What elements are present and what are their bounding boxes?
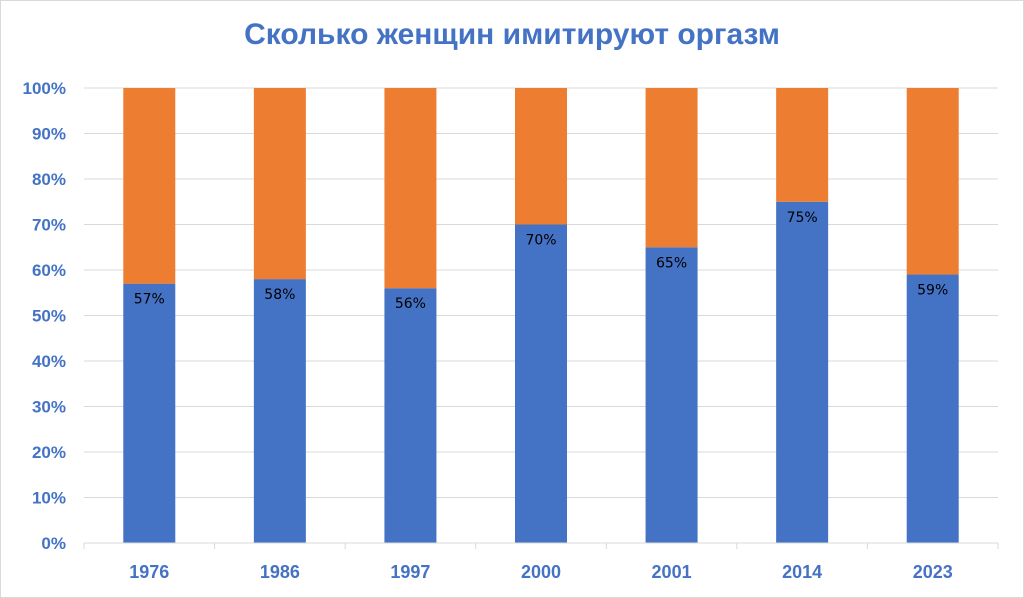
bar-segment-lower <box>776 201 829 543</box>
x-axis: 1976 1986 1997 2000 2001 2014 2023 <box>83 542 999 582</box>
data-label: 57% <box>134 292 165 308</box>
data-label: 75% <box>787 210 818 226</box>
y-tick-label: 0% <box>41 534 66 553</box>
x-tick-label: 2001 <box>652 562 692 582</box>
bars <box>123 88 959 543</box>
y-tick-label: 10% <box>32 489 66 508</box>
x-tick-label: 2023 <box>913 562 953 582</box>
bar-segment-lower <box>253 279 306 543</box>
x-tick-label: 1997 <box>390 562 430 582</box>
chart-title: Сколько женщин имитируют оргазм <box>244 18 780 51</box>
bar-segment-upper <box>515 88 567 225</box>
data-label: 65% <box>656 255 687 271</box>
bar-segment-upper <box>906 88 959 275</box>
bar-segment-upper <box>776 88 829 202</box>
x-tick-label: 1986 <box>260 562 300 582</box>
y-axis: 0% 10% 20% 30% 40% 50% 60% 70% 80% 90% 100% <box>23 79 66 553</box>
y-tick-label: 30% <box>32 398 66 417</box>
y-tick-label: 100% <box>23 79 66 98</box>
bar-segment-lower <box>906 274 959 543</box>
y-tick-label: 80% <box>32 170 66 189</box>
bar-segment-lower <box>515 224 567 543</box>
bar-segment-upper <box>123 88 176 284</box>
data-label: 59% <box>917 283 948 299</box>
data-label: 56% <box>395 296 426 312</box>
data-labels: 57% 58% 56% 70% 65% 75% 59% <box>134 210 949 312</box>
bar-segment-upper <box>253 88 306 280</box>
bar-segment-upper <box>384 88 437 289</box>
y-tick-label: 40% <box>32 352 66 371</box>
y-tick-label: 50% <box>32 307 66 326</box>
bar-segment-lower <box>123 283 176 543</box>
x-tick-label: 2000 <box>521 562 561 582</box>
x-tick-label: 1976 <box>129 562 169 582</box>
y-tick-label: 60% <box>32 261 66 280</box>
bar-segment-lower <box>384 288 437 543</box>
y-tick-label: 90% <box>32 125 66 144</box>
data-label: 58% <box>264 287 295 303</box>
bar-segment-lower <box>645 247 698 543</box>
y-tick-label: 70% <box>32 216 66 235</box>
x-tick-label: 2014 <box>782 562 822 582</box>
y-tick-label: 20% <box>32 443 66 462</box>
data-label: 70% <box>525 233 556 249</box>
bar-segment-upper <box>645 88 698 248</box>
